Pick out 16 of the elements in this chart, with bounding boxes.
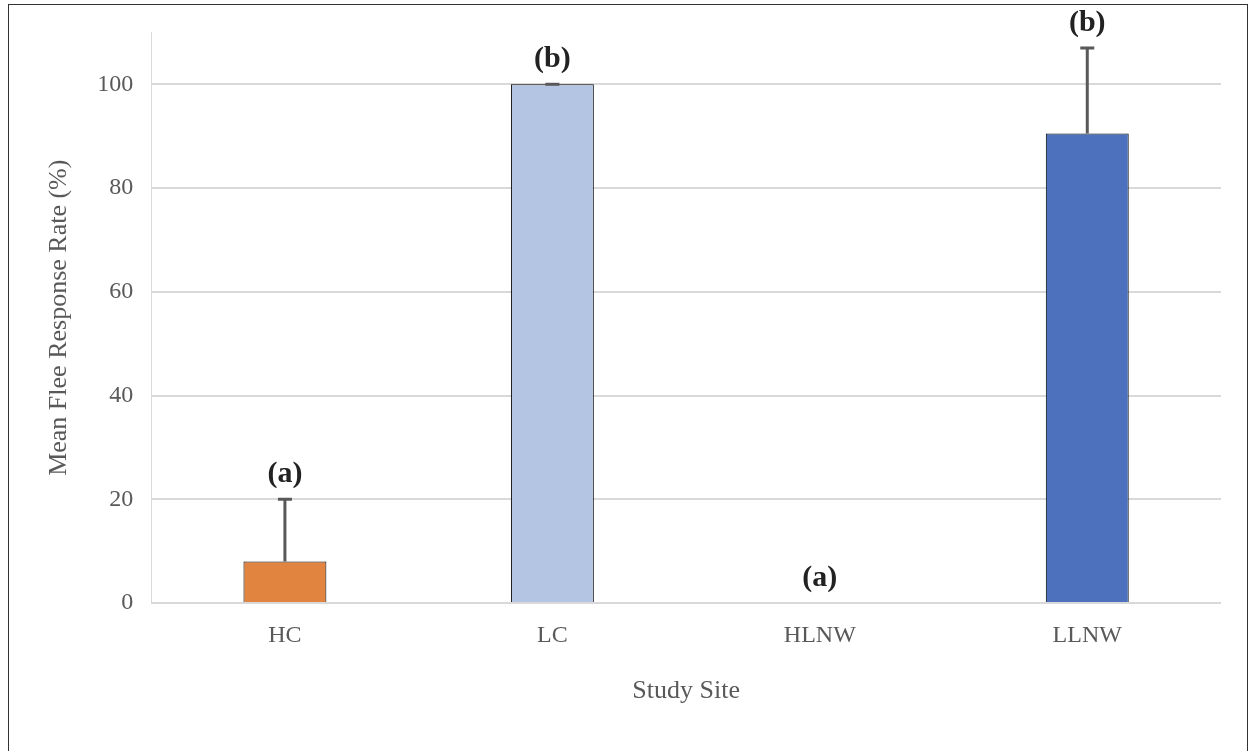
x-axis-title: Study Site	[632, 675, 740, 705]
x-tick-label: LLNW	[1052, 620, 1123, 647]
y-tick-label: 20	[109, 484, 134, 511]
annotation: (a)	[802, 558, 838, 593]
y-tick-label: 40	[109, 380, 134, 407]
x-tick-label: HC	[268, 620, 302, 647]
x-tick-label: HLNW	[783, 620, 857, 647]
x-tick-label: LC	[537, 620, 568, 647]
y-tick-label: 100	[97, 69, 134, 96]
y-tick-label: 80	[109, 173, 134, 200]
y-tick-label: 60	[109, 277, 134, 304]
y-axis-title: Mean Flee Response Rate (%)	[43, 159, 73, 476]
annotation: (b)	[534, 40, 571, 75]
annotation: (a)	[267, 455, 303, 489]
y-tick-label: 0	[121, 588, 134, 615]
annotation: (b)	[1068, 3, 1106, 38]
